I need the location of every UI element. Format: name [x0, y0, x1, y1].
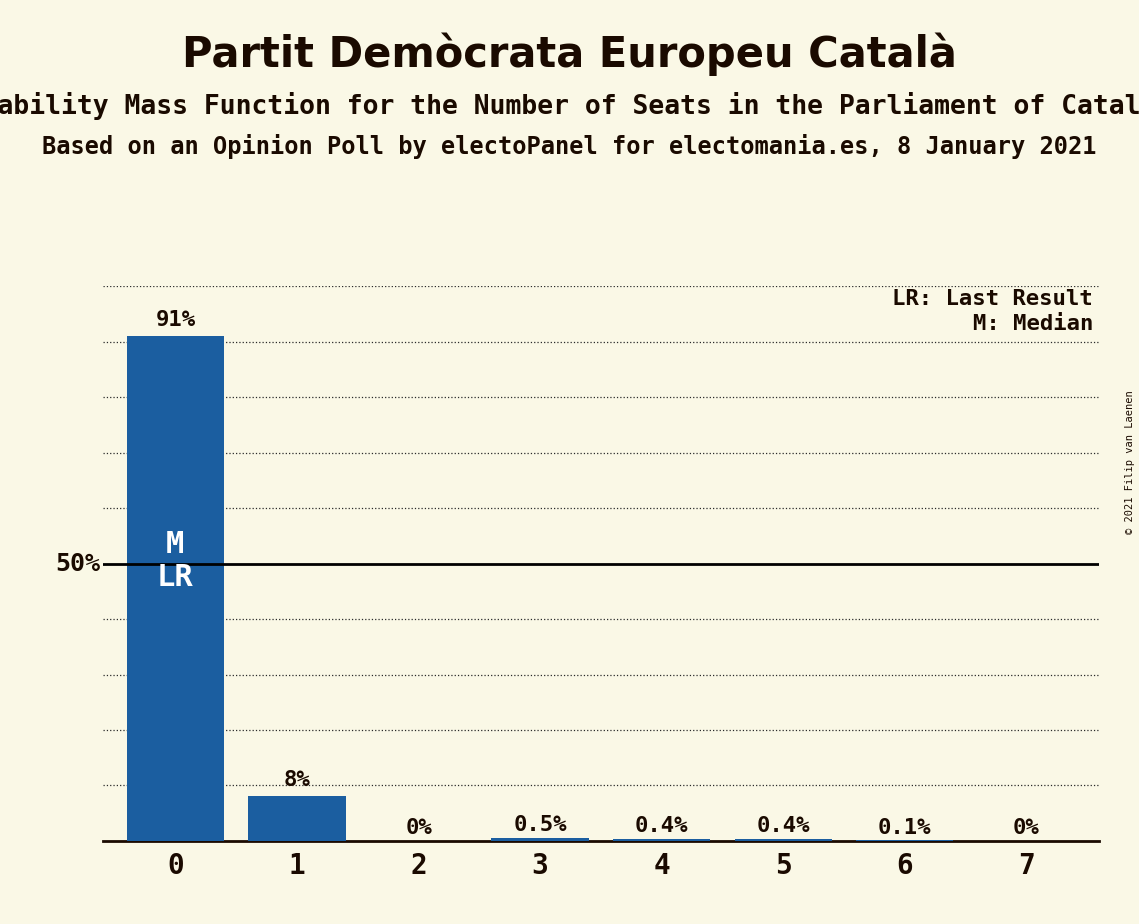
Text: 0%: 0% — [1013, 818, 1040, 838]
Bar — [126, 336, 224, 841]
Text: M
LR: M LR — [157, 529, 194, 592]
Bar — [248, 796, 345, 841]
Text: Based on an Opinion Poll by electoPanel for electomania.es, 8 January 2021: Based on an Opinion Poll by electoPanel … — [42, 134, 1097, 159]
Text: Probability Mass Function for the Number of Seats in the Parliament of Catalonia: Probability Mass Function for the Number… — [0, 92, 1139, 120]
Text: © 2021 Filip van Laenen: © 2021 Filip van Laenen — [1125, 390, 1134, 534]
Text: 8%: 8% — [284, 770, 310, 790]
Bar — [491, 838, 589, 841]
Text: M: Median: M: Median — [973, 314, 1093, 334]
Text: 91%: 91% — [155, 310, 196, 330]
Text: Partit Demòcrata Europeu Català: Partit Demòcrata Europeu Català — [182, 32, 957, 76]
Text: 0.5%: 0.5% — [514, 815, 567, 835]
Bar — [613, 839, 711, 841]
Text: 0.4%: 0.4% — [756, 816, 810, 836]
Text: 0%: 0% — [405, 818, 432, 838]
Text: 0.1%: 0.1% — [878, 818, 932, 837]
Text: LR: Last Result: LR: Last Result — [893, 289, 1093, 310]
Bar — [735, 839, 831, 841]
Text: 50%: 50% — [55, 552, 100, 576]
Text: 0.4%: 0.4% — [634, 816, 688, 836]
